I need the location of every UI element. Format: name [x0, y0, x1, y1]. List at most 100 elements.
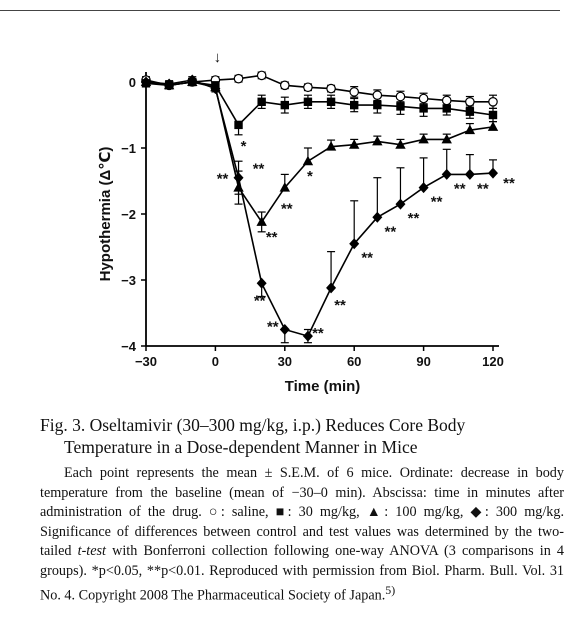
data-point-filled-triangle — [279, 182, 290, 192]
significance-mark: ** — [477, 180, 489, 197]
data-point-filled-diamond — [164, 78, 175, 90]
data-point-open-circle — [326, 83, 336, 94]
data-point-filled-diamond — [256, 277, 267, 289]
data-point-filled-triangle — [325, 141, 337, 151]
data-point-filled-diamond — [395, 198, 406, 210]
data-point-filled-triangle — [464, 124, 476, 135]
significance-mark: ** — [454, 180, 466, 197]
data-point-filled-diamond — [187, 74, 198, 86]
data-point-open-circle — [349, 87, 359, 97]
data-point-filled-diamond — [372, 211, 383, 223]
significance-mark: ** — [384, 223, 396, 240]
legend-part-3: *p<0.05, **p<0.01. Reproduced with permi… — [40, 562, 565, 604]
data-point-filled-diamond — [464, 168, 475, 180]
series-0-line — [145, 74, 493, 103]
data-point-filled-triangle — [441, 133, 452, 144]
y-tick-label: −2 — [121, 207, 136, 222]
significance-mark: ** — [503, 175, 515, 192]
y-tick-label: 0 — [129, 75, 136, 90]
x-tick-label: 60 — [347, 354, 361, 369]
figure-title-line-2: Temperature in a Dose-dependent Manner i… — [64, 437, 418, 457]
data-point-open-circle — [418, 93, 429, 104]
data-point-filled-diamond — [233, 172, 244, 184]
significance-marks: ************** ************** ** ** — [217, 138, 515, 342]
x-tick-label: 0 — [212, 354, 219, 369]
data-point-filled-square — [280, 100, 289, 110]
data-point-open-circle — [233, 73, 244, 84]
data-point-filled-triangle — [256, 216, 267, 226]
data-point-filled-triangle — [372, 135, 383, 146]
data-point-open-circle — [372, 90, 383, 100]
data-point-filled-diamond — [210, 83, 221, 95]
figure-title: Fig. 3. Oseltamivir (30–300 mg/kg, i.p.)… — [40, 414, 564, 458]
data-point-filled-triangle — [487, 121, 499, 131]
series-3-line — [145, 79, 494, 338]
data-point-filled-triangle — [349, 139, 360, 149]
significance-mark: ** — [267, 319, 279, 336]
legend-part-1: Each point represents the mean ± S.E.M. … — [40, 465, 564, 559]
data-point-filled-square — [257, 97, 266, 106]
data-point-filled-triangle — [395, 139, 406, 149]
x-tick-label: −30 — [135, 354, 157, 369]
significance-mark: * — [307, 168, 313, 185]
data-point-open-circle — [488, 97, 498, 107]
data-point-filled-diamond — [141, 76, 151, 88]
data-point-filled-diamond — [326, 282, 337, 294]
data-point-filled-square — [419, 104, 428, 113]
y-tick-label: −1 — [121, 141, 136, 156]
significance-mark: ** — [334, 297, 346, 314]
data-point-filled-square — [373, 100, 382, 110]
significance-mark: ** — [431, 194, 443, 211]
data-point-filled-triangle — [233, 182, 244, 192]
y-tick-label: −4 — [121, 339, 137, 354]
top-rule — [0, 10, 560, 11]
series-markers — [140, 70, 499, 342]
y-tick-label: −3 — [121, 273, 136, 288]
data-point-filled-diamond — [418, 182, 429, 194]
data-point-filled-square — [350, 100, 359, 110]
data-point-open-circle — [441, 95, 452, 106]
data-point-open-circle — [465, 97, 475, 107]
series-lines — [145, 74, 494, 338]
figure-title-line-1: Fig. 3. Oseltamivir (30–300 mg/kg, i.p.)… — [40, 415, 466, 435]
figure-legend: Each point represents the mean ± S.E.M. … — [40, 464, 564, 606]
data-point-filled-square — [442, 104, 451, 113]
data-point-open-circle — [256, 70, 267, 81]
data-point-open-circle — [279, 80, 290, 91]
data-point-filled-square — [465, 107, 475, 116]
data-point-filled-diamond — [279, 324, 290, 335]
data-point-filled-triangle — [418, 133, 429, 144]
significance-mark: ** — [253, 161, 265, 178]
significance-mark: ** — [266, 229, 278, 246]
figure-caption: Fig. 3. Oseltamivir (30–300 mg/kg, i.p.)… — [40, 414, 564, 606]
data-point-filled-square — [488, 110, 498, 120]
legend-reference: 5) — [385, 583, 396, 597]
data-point-filled-square — [326, 97, 336, 106]
significance-mark: ** — [254, 292, 266, 309]
x-axis-title: Time (min) — [285, 378, 361, 395]
significance-mark: ** — [312, 325, 324, 342]
legend-part-2: with Bonferroni collection following one… — [40, 543, 565, 579]
significance-mark: ** — [281, 201, 293, 218]
x-tick-label: 120 — [482, 354, 504, 369]
significance-mark: ** — [361, 250, 373, 267]
data-point-open-circle — [395, 91, 406, 102]
data-point-open-circle — [303, 82, 313, 93]
data-point-filled-diamond — [302, 330, 313, 342]
y-axis-title: Hypothermia (Δ℃) — [97, 147, 114, 282]
data-point-filled-diamond — [488, 167, 498, 179]
legend-t-test: t-test — [77, 543, 106, 559]
x-tick-label: 30 — [278, 354, 292, 369]
drug-administration-arrow: ↓ — [214, 49, 222, 66]
significance-mark: * — [241, 138, 247, 155]
data-point-filled-square — [303, 97, 313, 106]
data-point-filled-diamond — [349, 238, 360, 250]
data-point-filled-square — [396, 102, 405, 111]
significance-mark: ** — [217, 171, 229, 188]
error-bars — [142, 71, 497, 344]
data-point-filled-triangle — [302, 155, 314, 166]
x-tick-label: 90 — [416, 354, 430, 369]
chart-axes: −30 0 30 60 90 120 0 −1 −2 −3 −4 — [121, 72, 504, 369]
data-point-filled-square — [234, 120, 243, 130]
